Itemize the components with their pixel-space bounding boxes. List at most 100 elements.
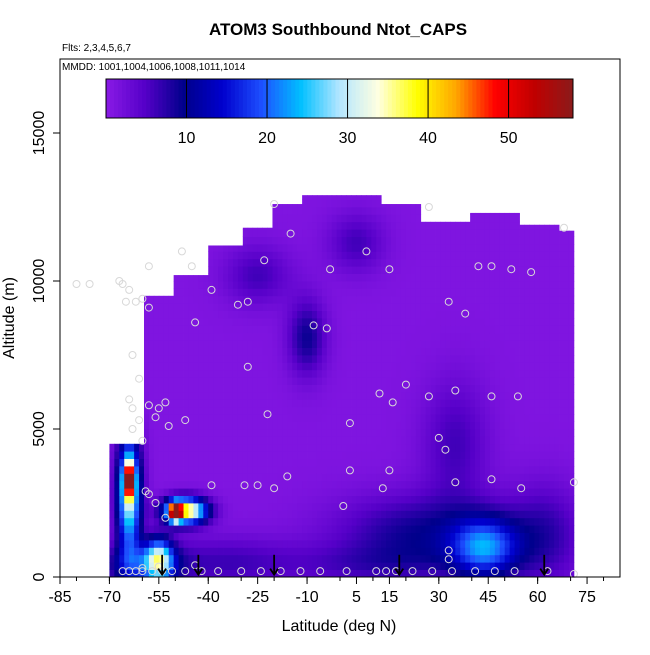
heatmap-cell: [287, 347, 293, 356]
heatmap-cell: [316, 525, 323, 533]
heatmap-cell: [213, 399, 219, 408]
x-tick-label: 5: [352, 589, 361, 606]
heatmap-cell: [450, 273, 456, 282]
heatmap-cell: [341, 281, 347, 289]
heatmap-cell: [218, 540, 224, 548]
heatmap-cell: [480, 251, 486, 260]
heatmap-cell: [430, 229, 436, 237]
heatmap-cell: [514, 384, 520, 393]
heatmap-cell: [450, 532, 456, 541]
heatmap-cell: [114, 569, 120, 578]
heatmap-cell: [228, 569, 234, 578]
heatmap-cell: [173, 510, 179, 519]
heatmap-cell: [228, 347, 234, 356]
heatmap-cell: [425, 429, 431, 437]
heatmap-cell: [519, 421, 525, 430]
heatmap-cell: [228, 340, 234, 348]
heatmap-cell: [331, 377, 338, 385]
sample-point: [72, 280, 81, 288]
heatmap-cell: [376, 273, 382, 282]
heatmap-cell: [509, 347, 515, 356]
heatmap-cell: [213, 480, 219, 489]
heatmap-cell: [519, 318, 525, 326]
heatmap-cell: [371, 451, 377, 459]
heatmap-cell: [168, 525, 175, 533]
heatmap-cell: [386, 295, 392, 304]
heatmap-cell: [494, 369, 501, 378]
heatmap-cell: [440, 554, 446, 563]
heatmap-cell: [489, 525, 496, 533]
heatmap-cell: [514, 406, 520, 415]
heatmap-cell: [386, 414, 392, 422]
heatmap-cell: [361, 369, 367, 378]
heatmap-cell: [307, 281, 313, 289]
heatmap-cell: [460, 236, 466, 245]
heatmap-cell: [391, 214, 397, 223]
heatmap-cell: [494, 532, 501, 541]
heatmap-cell: [109, 569, 115, 578]
heatmap-cell: [257, 473, 263, 482]
heatmap-cell: [302, 436, 308, 445]
heatmap-cell: [193, 310, 199, 319]
heatmap-cell: [223, 340, 229, 348]
heatmap-cell: [430, 295, 436, 304]
heatmap-cell: [297, 451, 303, 459]
heatmap-cell: [297, 318, 303, 326]
heatmap-cell: [316, 273, 323, 282]
heatmap-cell: [287, 406, 293, 415]
heatmap-cell: [445, 547, 451, 556]
heatmap-cell: [114, 480, 120, 489]
heatmap-cell: [400, 310, 407, 319]
heatmap-cell: [366, 221, 372, 230]
heatmap-cell: [544, 495, 550, 504]
heatmap-cell: [297, 488, 303, 496]
heatmap-cell: [292, 525, 298, 533]
heatmap-cell: [410, 540, 417, 548]
heatmap-cell: [445, 392, 451, 400]
heatmap-cell: [351, 221, 357, 230]
heatmap-cell: [376, 229, 382, 237]
heatmap-cell: [139, 540, 145, 548]
heatmap-cell: [460, 466, 466, 474]
heatmap-cell: [484, 377, 491, 385]
heatmap-cell: [208, 251, 214, 260]
heatmap-cell: [307, 244, 313, 252]
heatmap-cell: [218, 495, 224, 504]
heatmap-cell: [391, 303, 397, 311]
heatmap-cell: [460, 525, 466, 533]
heatmap-cell: [232, 295, 239, 304]
heatmap-cell: [425, 281, 431, 289]
heatmap-cell: [139, 569, 145, 578]
heatmap-cell: [302, 195, 308, 200]
heatmap-cell: [267, 510, 273, 519]
colorbar-segment: [379, 79, 385, 118]
heatmap-cell: [544, 488, 550, 496]
heatmap-cell: [178, 525, 184, 533]
heatmap-cell: [460, 554, 466, 563]
heatmap-cell: [188, 436, 194, 445]
heatmap-cell: [188, 480, 194, 489]
heatmap-cell: [218, 273, 224, 282]
heatmap-cell: [114, 495, 120, 504]
heatmap-cell: [568, 332, 575, 341]
heatmap-cell: [514, 414, 520, 422]
heatmap-cell: [465, 251, 471, 260]
heatmap-cell: [381, 532, 387, 541]
heatmap-cell: [257, 510, 263, 519]
heatmap-cell: [148, 517, 155, 526]
heatmap-cell: [455, 251, 461, 260]
heatmap-cell: [173, 392, 179, 400]
heatmap-cell: [524, 347, 530, 356]
heatmap-cell: [287, 392, 293, 400]
heatmap-cell: [430, 436, 436, 445]
heatmap-cell: [302, 236, 308, 245]
heatmap-cell: [183, 369, 189, 378]
heatmap-cell: [287, 429, 293, 437]
heatmap-cell: [203, 569, 209, 578]
heatmap-cell: [188, 406, 194, 415]
heatmap-cell: [163, 362, 170, 371]
heatmap-cell: [232, 251, 239, 260]
heatmap-cell: [198, 569, 204, 578]
heatmap-cell: [168, 384, 175, 393]
heatmap-cell: [529, 451, 535, 459]
